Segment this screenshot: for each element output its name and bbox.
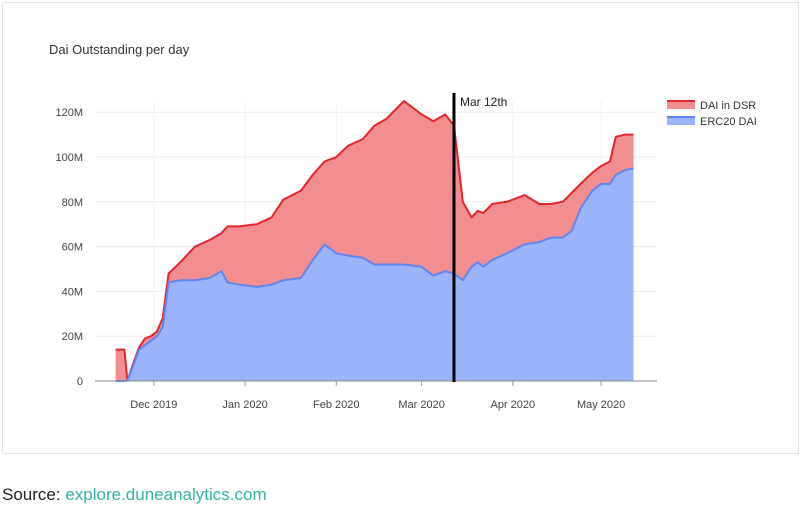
x-tick-label: Dec 2019 — [130, 399, 177, 411]
chart-svg: Dai Outstanding per day 0 20M 40M 60M 80M 100… — [49, 42, 757, 411]
legend-label: DAI in DSR — [700, 100, 756, 112]
legend-swatch — [667, 117, 695, 125]
y-tick-label: 80M — [62, 197, 83, 209]
y-tick-label: 120M — [55, 107, 83, 119]
source-link[interactable]: explore.duneanalytics.com — [65, 485, 267, 504]
dai-in-dsr-line — [115, 100, 634, 382]
y-tick-label: 100M — [55, 152, 83, 164]
x-tick-label: Feb 2020 — [313, 399, 359, 411]
y-tick-label: 0 — [77, 376, 83, 388]
erc20-dai-line — [115, 167, 634, 382]
area-layer — [115, 100, 634, 382]
annotation-label: Mar 12th — [460, 95, 507, 109]
x-tick-label: Jan 2020 — [222, 399, 267, 411]
x-tick-label: May 2020 — [577, 399, 625, 411]
legend-label: ERC20 DAI — [700, 116, 757, 128]
source-caption: Source: explore.duneanalytics.com — [2, 485, 267, 505]
y-tick-label: 20M — [62, 331, 83, 343]
legend-swatch — [667, 101, 695, 109]
y-tick-label: 40M — [62, 286, 83, 298]
chart-panel: Dai Outstanding per day 0 20M 40M 60M 80M 100… — [2, 2, 799, 454]
annotation-layer: Mar 12th — [452, 93, 507, 382]
erc20-dai-area — [115, 168, 634, 381]
x-tick-label: Mar 2020 — [398, 399, 444, 411]
x-tick-label: Apr 2020 — [490, 399, 535, 411]
y-tick-label: 60M — [62, 242, 83, 254]
source-label: Source: — [2, 485, 61, 504]
axis-layer: 0 20M 40M 60M 80M 100M 120M Dec 2019 Jan 2020 Feb… — [55, 107, 657, 411]
chart-title: Dai Outstanding per day — [49, 42, 190, 57]
legend[interactable]: DAI in DSR ERC20 DAI — [667, 100, 757, 128]
